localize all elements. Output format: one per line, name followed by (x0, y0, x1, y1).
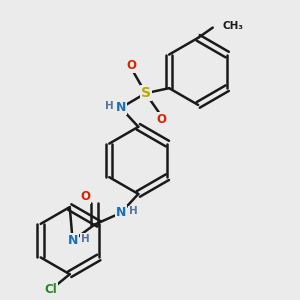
Text: CH₃: CH₃ (222, 21, 243, 31)
Text: N: N (116, 101, 126, 114)
Text: Cl: Cl (44, 283, 57, 296)
Text: N: N (116, 206, 126, 219)
Text: O: O (80, 190, 90, 203)
Text: H: H (105, 100, 114, 110)
Text: S: S (141, 86, 151, 100)
Text: H: H (80, 234, 89, 244)
Text: O: O (157, 113, 167, 126)
Text: H: H (129, 206, 137, 217)
Text: N: N (68, 234, 78, 247)
Text: O: O (126, 59, 136, 72)
